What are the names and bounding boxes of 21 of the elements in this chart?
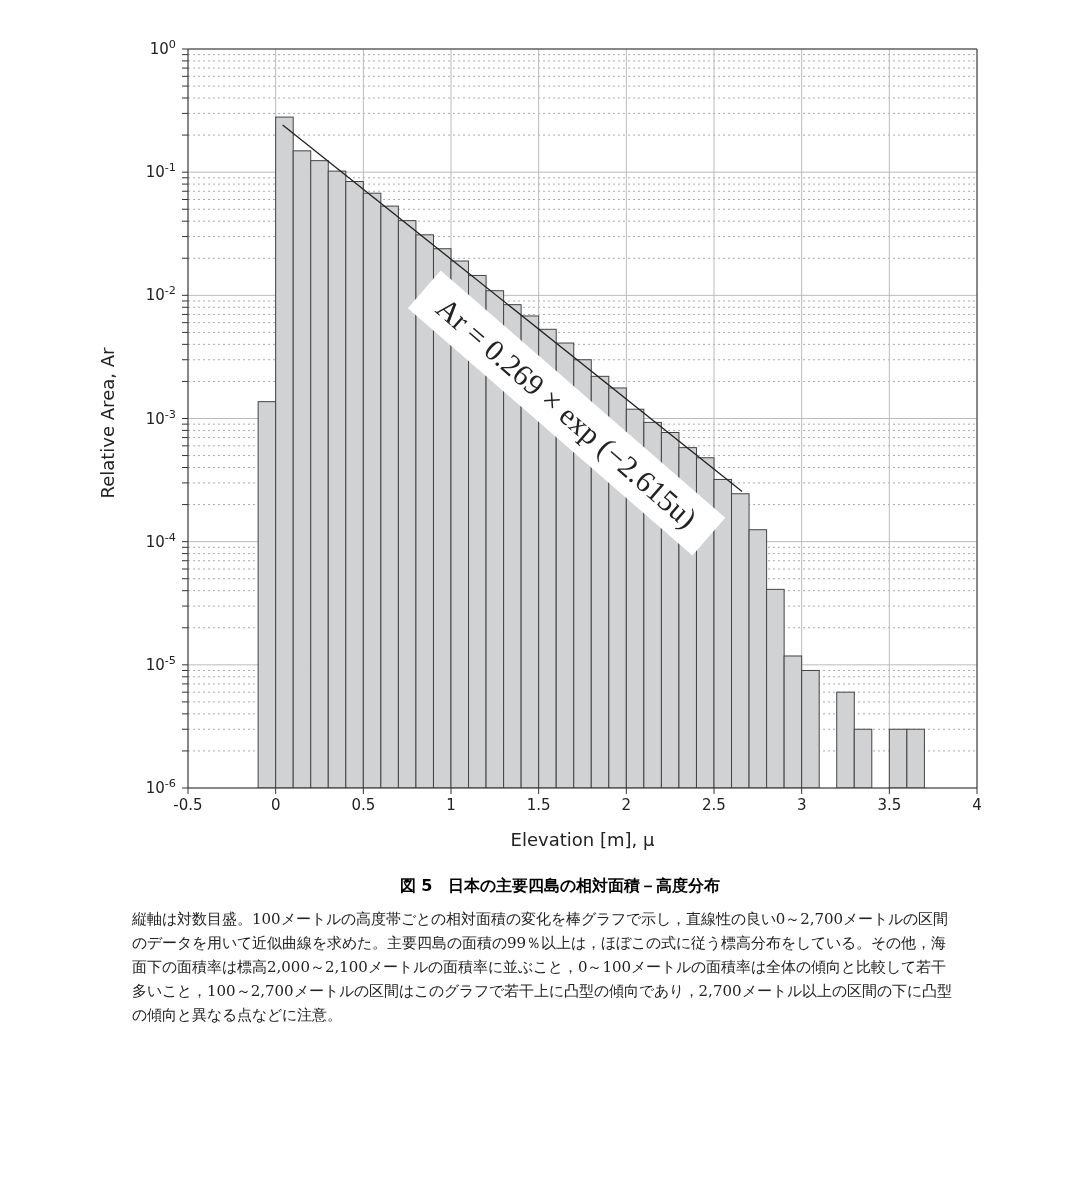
text: 図 5 日本の主要四島の相対面積－高度分布 bbox=[398, 876, 722, 897]
x-tick-label: 3.5 bbox=[877, 796, 902, 814]
x-tick-label: 2.5 bbox=[702, 796, 726, 814]
y-tick-label: 10$^{-5}$ bbox=[145, 653, 176, 674]
x-tick-label: 0.5 bbox=[351, 796, 376, 814]
text: 縦軸は対数目盛。100メートルの高度帯ごとの相対面積の変化を棒グラフで示し，直線性の良い0～2,700メートルの区間のデータを用いて近似曲線を求めた。主要四島の面積の99％以上は，ほぼこの式に従う標高分布をしている。その他，海面下の面積率は標高2,000～2,100メートルの面積率に並ぶこと，0～100メートルの面積率は全体の傾向と比較して若干多いこと，100～2,700メートルの区間はこのグラフで若干上に凸型の傾向であり，2,700メートル以上の区間の下に凸型の傾向と異なる点などに注意。 bbox=[132, 909, 952, 1026]
y-axis-title: Relative Area, Ar bbox=[97, 347, 119, 499]
y-tick-label: 10$^{-3}$ bbox=[145, 407, 176, 428]
x-tick-label: 4 bbox=[972, 796, 982, 814]
y-tick-label: 10$^{-6}$ bbox=[145, 776, 176, 797]
x-tick-label: 1.5 bbox=[526, 796, 551, 814]
x-axis-title: Elevation [m], μ bbox=[510, 829, 655, 850]
x-tick-label: -0.5 bbox=[173, 796, 203, 814]
y-tick-label: 10$^{0}$ bbox=[149, 37, 176, 58]
x-tick-label: 2 bbox=[621, 796, 632, 814]
y-tick-label: 10$^{-2}$ bbox=[145, 283, 176, 305]
x-tick-label: 1 bbox=[446, 796, 456, 814]
x-tick-label: 3 bbox=[796, 796, 807, 814]
y-tick-label: 10$^{-1}$ bbox=[145, 160, 176, 182]
x-tick-label: 0 bbox=[270, 796, 281, 814]
y-tick-label: 10$^{-4}$ bbox=[145, 530, 176, 551]
